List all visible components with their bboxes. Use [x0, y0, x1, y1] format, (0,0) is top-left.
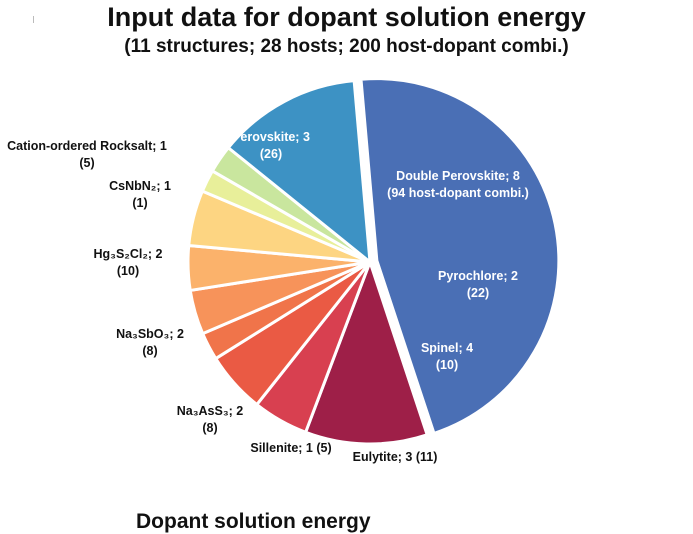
pie-slice-label: Perovskite; 3 (26): [232, 130, 310, 161]
pie-slice-label: Eulytite; 3 (11): [353, 450, 438, 464]
pie-slice-label: Na₃AsS₃; 2 (8): [177, 404, 243, 435]
pie-slice-label: Spinel; 4 (10): [421, 341, 473, 372]
pie-slice: [304, 260, 429, 446]
pie-labels: Double Perovskite; 8 (94 host-dopant comb…: [7, 130, 529, 464]
chart-subtitle: (11 structures; 28 hosts; 200 host-dopan…: [124, 36, 569, 57]
pie-slice: [226, 79, 372, 264]
corner-tick-mark: [33, 16, 34, 23]
pie-slice-label: Double Perovskite; 8 (94 host-dopant comb…: [387, 169, 529, 200]
pie-slice-label: Hg₃S₂Cl₂; 2 (10): [94, 247, 163, 278]
pie-slice-label: Cation-ordered Rocksalt; 1 (5): [7, 139, 167, 170]
pie-slice: [359, 77, 561, 435]
next-section-heading: Dopant solution energy: [136, 510, 371, 533]
chart-title: Input data for dopant solution energy: [107, 2, 586, 32]
pie-slice-label: Na₃SbO₃; 2 (8): [116, 327, 184, 358]
pie-slice-label: CsNbN₂; 1 (1): [109, 179, 171, 210]
pie-slices: [186, 77, 561, 446]
pie-slice-label: Sillenite; 1 (5): [250, 441, 331, 455]
pie-slice-label: Pyrochlore; 2 (22): [438, 269, 518, 300]
